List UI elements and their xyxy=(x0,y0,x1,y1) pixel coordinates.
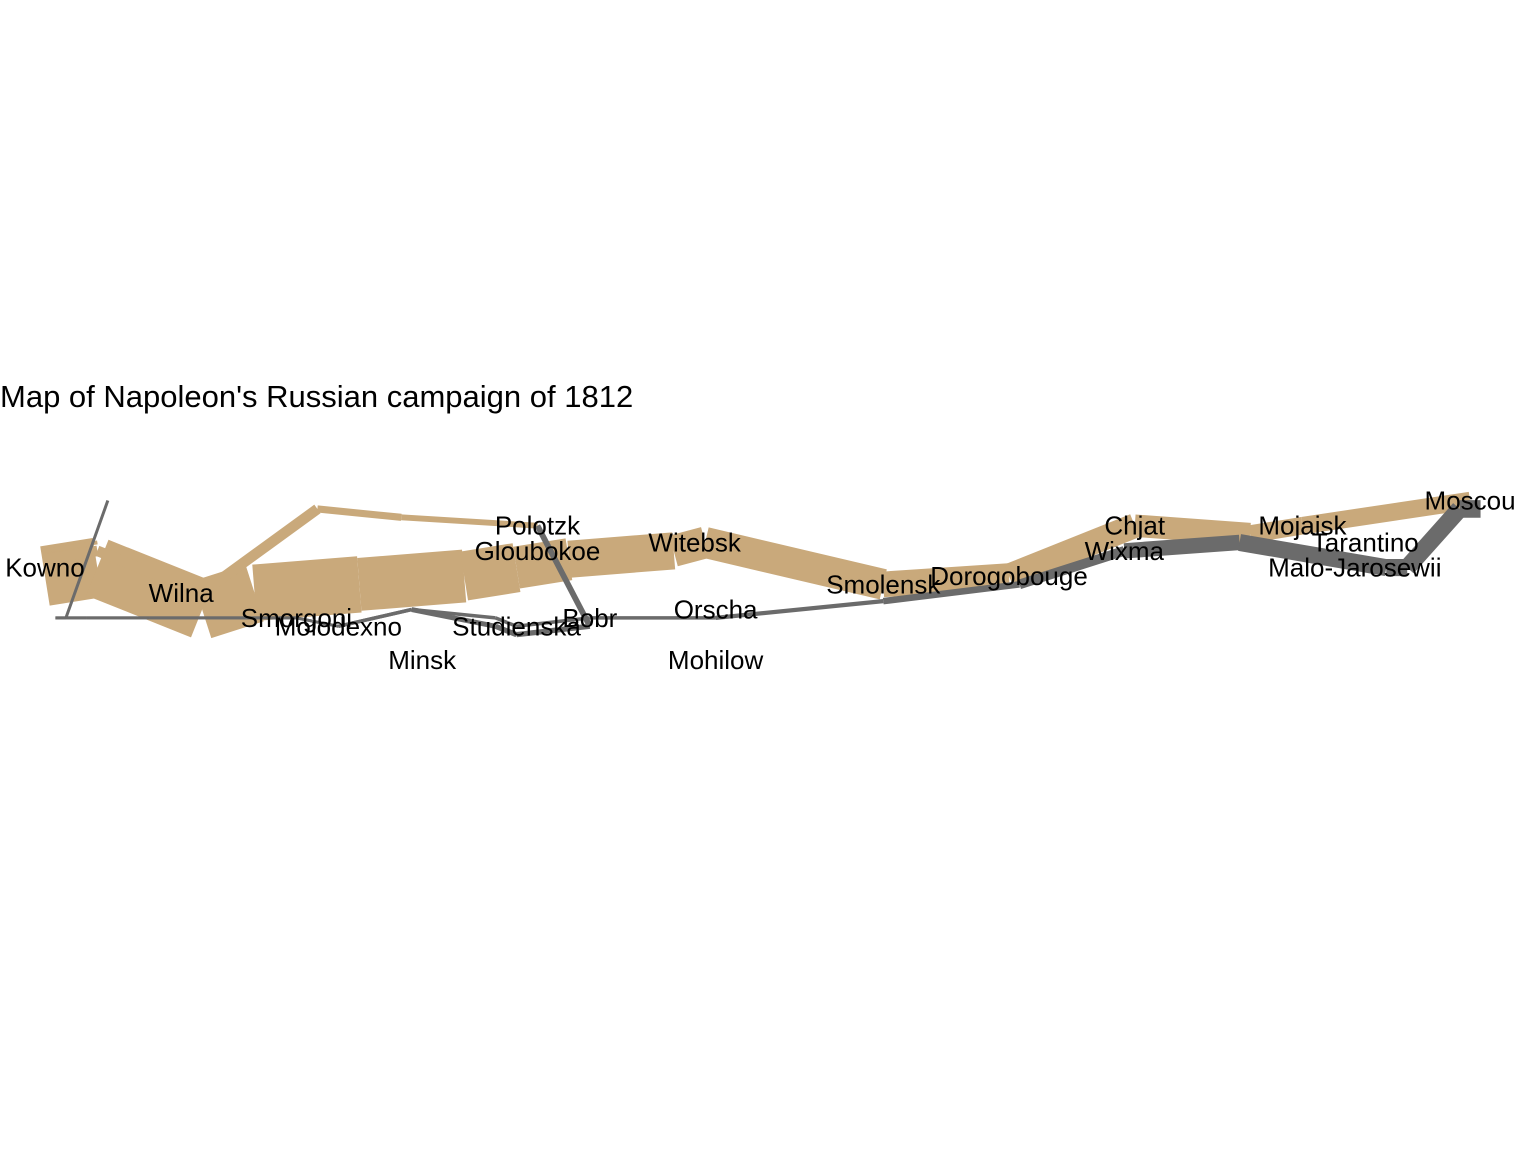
advance-segment-g1-s0-12 xyxy=(1133,514,1251,546)
advance-segment-g1-s0-8 xyxy=(669,527,710,567)
city-label-polotzk: Polotzk xyxy=(495,511,581,541)
advance-segment-g2-s2-3 xyxy=(317,505,402,521)
retreat-segment-g2-s4-0 xyxy=(534,524,593,628)
city-label-studienska: Studienska xyxy=(452,611,581,641)
retreat-segment-g3-s6-0 xyxy=(64,500,110,619)
advance-segment-g1-s0-1 xyxy=(86,539,214,638)
advance-segment-g1-s0-3 xyxy=(252,556,362,621)
advance-segment-g1-s0-11 xyxy=(1004,514,1140,588)
retreat-segment-g1-s1-6 xyxy=(882,581,1020,605)
city-label-malo-jarosewii: Malo-Jarosewii xyxy=(1268,553,1441,583)
advance-segment-g2-s2-1 xyxy=(95,545,205,598)
city-label-witebsk: Witebsk xyxy=(648,527,741,557)
city-label-minsk: Minsk xyxy=(388,645,457,675)
retreat-segment-g1-s1-4 xyxy=(1123,534,1241,559)
retreat-segment-g2-s4-4 xyxy=(337,607,413,629)
advance-segment-g1-s0-4 xyxy=(357,549,467,611)
city-label-smolensk: Smolensk xyxy=(826,569,941,599)
retreat-segment-g2-s4-2 xyxy=(494,623,518,638)
city-label-bobr: Bobr xyxy=(562,603,617,633)
advance-segment-g1-s0-7 xyxy=(567,532,676,578)
city-label-wilna: Wilna xyxy=(149,578,215,608)
city-label-dorogobouge: Dorogobouge xyxy=(930,561,1088,591)
retreat-segment-g1-s1-7 xyxy=(715,599,884,621)
retreat-segment-g2-s4-3 xyxy=(411,607,497,629)
advance-segment-g1-s0-9 xyxy=(701,527,887,600)
retreat-segment-g1-s1-5 xyxy=(1018,546,1126,590)
city-label-mojaisk: Mojaisk xyxy=(1258,511,1347,541)
retreat-segment-g1-s1-10 xyxy=(494,616,518,628)
city-label-orscha: Orscha xyxy=(674,595,758,625)
city-label-wixma: Wixma xyxy=(1085,536,1165,566)
advance-segment-g1-s0-5 xyxy=(460,543,521,601)
retreat-segment-g1-s1-3 xyxy=(1238,534,1388,576)
advance-segment-g2-s2-2 xyxy=(199,504,321,598)
advance-segment-g2-s3-0 xyxy=(401,514,538,529)
retreat-segment-g1-s1-9 xyxy=(516,616,591,629)
advance-segment-g1-s0-13 xyxy=(1248,516,1304,543)
retreat-segment-g1-s1-1 xyxy=(1400,503,1467,574)
advance-segment-g3-s5-0 xyxy=(44,540,98,553)
city-label-kowno: Kowno xyxy=(5,553,85,583)
city-label-mohilow: Mohilow xyxy=(668,645,764,675)
city-label-gloubokoe: Gloubokoe xyxy=(475,536,601,566)
city-label-smorgoni: Smorgoni xyxy=(241,603,352,633)
troop-paths xyxy=(40,491,1481,639)
advance-segment-g1-s0-10 xyxy=(882,563,1010,598)
retreat-segment-g2-s4-5 xyxy=(296,616,339,628)
advance-segment-g1-s0-2 xyxy=(192,564,264,639)
advance-segment-g1-s0-6 xyxy=(513,538,573,589)
city-label-moiodexno: Moiodexno xyxy=(275,611,402,641)
city-label-tarantino: Tarantino xyxy=(1312,527,1419,557)
city-label-chjat: Chjat xyxy=(1104,511,1165,541)
advance-segment-g1-s0-0 xyxy=(40,537,103,606)
chart-title: Map of Napoleon's Russian campaign of 18… xyxy=(0,379,633,414)
city-label-moscou: Moscou xyxy=(1425,486,1516,516)
advance-segment-g1-s0-14 xyxy=(1301,491,1472,535)
retreat-segment-g2-s4-1 xyxy=(516,623,591,638)
